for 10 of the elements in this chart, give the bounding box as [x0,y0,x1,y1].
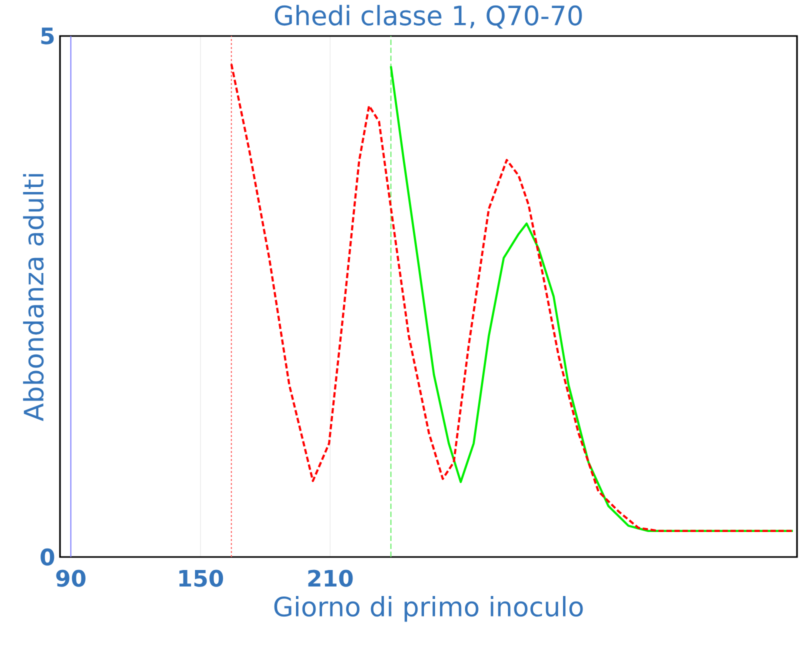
y-tick-label: 5 [41,28,54,44]
x-axis-title: Giorno di primo inoculo [274,596,583,622]
line-series [230,63,794,532]
y-tick-label: 0 [40,548,54,566]
y-axis-title: Abbondanza adulti [23,174,44,422]
chart-title: Ghedi classe 1, Q70-70 [274,4,582,29]
x-tick-label: 150 [179,570,224,587]
line-series [390,65,794,532]
x-tick-label: 210 [308,570,353,587]
x-tick-label: 90 [56,570,86,587]
